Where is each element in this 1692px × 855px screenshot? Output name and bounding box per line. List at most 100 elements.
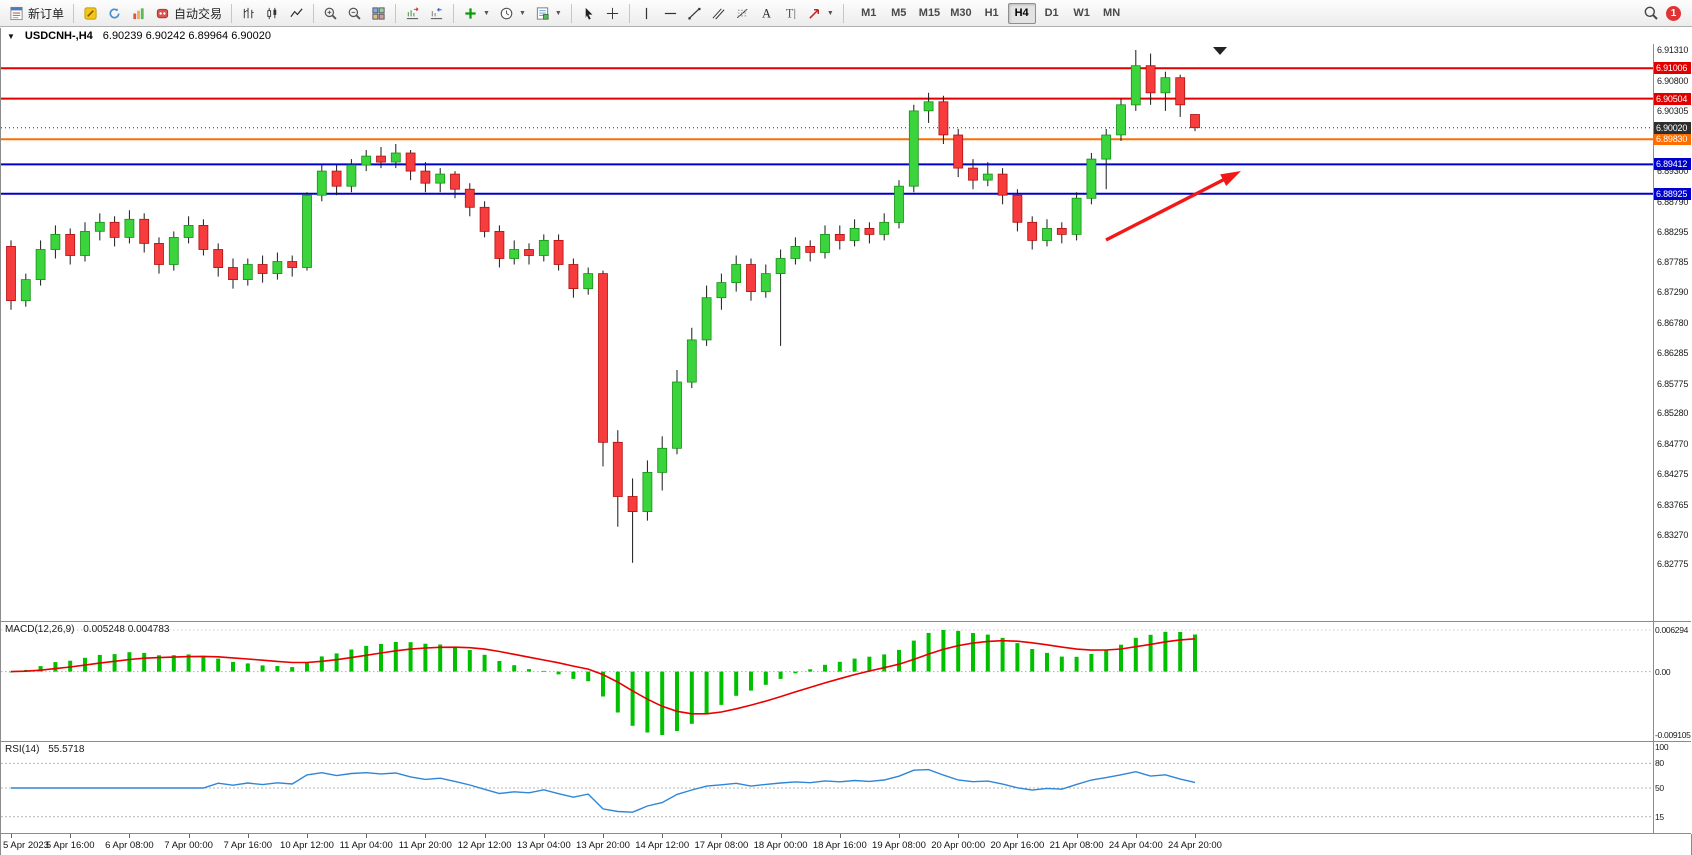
add-indicator-button[interactable]: ▼ [459,2,494,24]
macd-axis-label: -0.009105 [1655,730,1691,740]
candle [228,267,238,281]
time-axis[interactable]: 5 Apr 2023 5 Apr 16:00 6 Apr 08:00 7 Apr 00… [1,834,1691,855]
cursor-icon [585,7,593,20]
candlestick-chart-icon [267,7,277,19]
text-label-tool-button[interactable]: T [779,2,802,24]
channel-tool-button[interactable] [707,2,730,24]
periods-button[interactable]: ▼ [495,2,530,24]
panel-separator[interactable] [1,741,1691,742]
price-axis[interactable]: 6.913106.908006.903056.897956.893006.887… [1653,44,1692,834]
time-axis-tick [1135,834,1137,838]
candle [420,170,431,184]
template-button[interactable]: ▼ [531,2,566,24]
auto-scroll-button[interactable] [401,2,424,24]
candle [450,173,460,190]
candle [287,261,298,268]
timeframe-button-w1[interactable]: W1 [1073,7,1090,19]
candle [479,206,490,232]
rsi-axis-label: 50 [1655,783,1664,793]
trend-arrow-annotation[interactable] [1105,171,1241,242]
time-axis-tick [1195,834,1196,838]
timeframe-button-d1[interactable]: D1 [1044,7,1059,19]
tile-windows-icon [372,6,385,20]
time-axis-label: 20 Apr 16:00 [990,840,1045,851]
horizontal-line-tool-button[interactable] [659,2,682,24]
candlestick-chart[interactable] [1,44,1653,622]
new-order-button[interactable]: 新订单 [5,2,68,24]
price-axis-label: 6.88790 [1657,196,1689,207]
svg-text:T: T [786,6,794,20]
time-axis-label: 24 Apr 20:00 [1168,840,1222,851]
time-axis-tick [188,834,190,838]
chart-menu-icon[interactable]: ▼ [7,31,15,41]
chevron-down-icon: ▼ [554,9,562,17]
svg-text:A: A [762,6,771,20]
notification-badge[interactable]: 1 [1666,5,1681,21]
bar-chart-button[interactable] [237,2,260,24]
timeframe-button-h4[interactable]: H4 [1007,2,1036,24]
search-button[interactable] [1639,2,1663,24]
vertical-line-tool-button[interactable] [635,2,658,24]
price-axis-label: 6.84275 [1657,468,1689,479]
rsi-header: RSI(14) 55.5718 [5,744,90,755]
zoom-out-button[interactable] [343,2,366,24]
candle [316,170,327,196]
rsi-chart[interactable] [1,742,1653,834]
macd-chart[interactable] [1,622,1653,742]
candlestick-chart-button[interactable] [261,2,284,24]
strategy-tester-button[interactable] [127,2,150,24]
timeframe-button-m1[interactable]: M1 [861,7,877,19]
time-axis-tick [425,834,427,838]
candle [405,152,416,172]
candle [938,101,949,136]
candle [894,185,904,223]
timeframe-button-m15[interactable]: M15 [918,7,941,19]
chart-symbol-title: USDCNH-,H4 [24,30,93,42]
rsi-axis-label: 80 [1655,758,1664,769]
autotrading-button[interactable]: 自动交易 [151,2,226,24]
macd-signal-line [10,638,1196,715]
trendline-tool-button[interactable] [683,2,706,24]
price-axis-label: 6.85775 [1657,378,1689,389]
time-axis-label: 10 Apr 12:00 [280,840,334,851]
crosshair-tool-button[interactable] [601,2,624,24]
panel-separator[interactable] [1,621,1691,622]
rsi-value: 55.5718 [48,744,85,755]
line-chart-button[interactable] [285,2,308,24]
candle [686,339,697,383]
price-axis-label: 6.90800 [1657,75,1689,86]
text-label-icon: T [786,6,796,20]
shapes-tool-button[interactable]: ▼ [803,2,838,24]
terminal-button[interactable] [103,2,126,24]
zoom-in-button[interactable] [319,2,342,24]
candle [272,261,283,275]
macd-axis-label: 0.006294 [1655,625,1689,635]
timeframe-button-m5[interactable]: M5 [891,7,907,19]
candle [1071,197,1082,235]
chart-shift-marker-icon[interactable] [1213,47,1227,55]
candle [509,249,520,259]
candle [790,245,801,259]
text-tool-button[interactable]: A [755,2,778,24]
time-axis-label: 11 Apr 20:00 [398,840,452,851]
price-level-badge: 6.89412 [1654,158,1691,171]
fibonacci-tool-button[interactable] [731,2,754,24]
price-axis-label: 6.83765 [1657,499,1689,510]
price-axis-label: 6.89300 [1657,166,1689,177]
timeframe-button-m30[interactable]: M30 [950,7,972,19]
tile-windows-button[interactable] [367,2,390,24]
chart-shift-button[interactable] [425,2,448,24]
metaeditor-button[interactable] [79,2,102,24]
candle [997,173,1008,196]
chevron-down-icon: ▼ [518,9,526,17]
cursor-tool-button[interactable] [577,2,600,24]
candle [1160,77,1171,94]
candles-group [6,50,1200,563]
time-axis-label: 11 Apr 04:00 [339,840,393,851]
timeframe-button-mn[interactable]: MN [1103,7,1121,19]
timeframe-button-h1[interactable]: H1 [984,7,999,19]
time-axis-tick [307,834,308,838]
candle [538,239,549,256]
time-axis-label: 21 Apr 08:00 [1049,840,1104,851]
crosshair-icon [606,7,618,19]
